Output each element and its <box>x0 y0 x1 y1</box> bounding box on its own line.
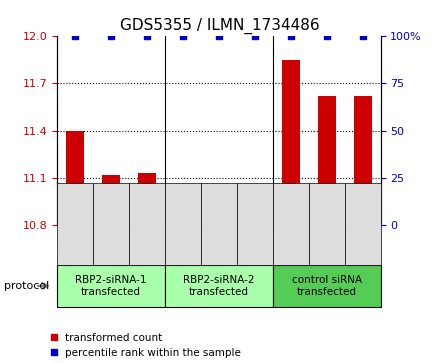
Text: GDS5355 / ILMN_1734486: GDS5355 / ILMN_1734486 <box>120 18 320 34</box>
Text: RBP2-siRNA-2
transfected: RBP2-siRNA-2 transfected <box>183 275 255 297</box>
Bar <box>138 173 156 225</box>
Text: control siRNA
transfected: control siRNA transfected <box>292 275 362 297</box>
Bar <box>174 201 192 225</box>
Bar <box>354 96 372 225</box>
Bar <box>210 206 228 225</box>
Bar <box>246 201 264 225</box>
Bar <box>102 175 120 225</box>
Bar <box>66 131 84 225</box>
Legend: transformed count, percentile rank within the sample: transformed count, percentile rank withi… <box>49 333 241 358</box>
Text: RBP2-siRNA-1
transfected: RBP2-siRNA-1 transfected <box>75 275 147 297</box>
Bar <box>318 96 336 225</box>
Bar <box>282 60 300 225</box>
Text: protocol: protocol <box>4 281 50 291</box>
